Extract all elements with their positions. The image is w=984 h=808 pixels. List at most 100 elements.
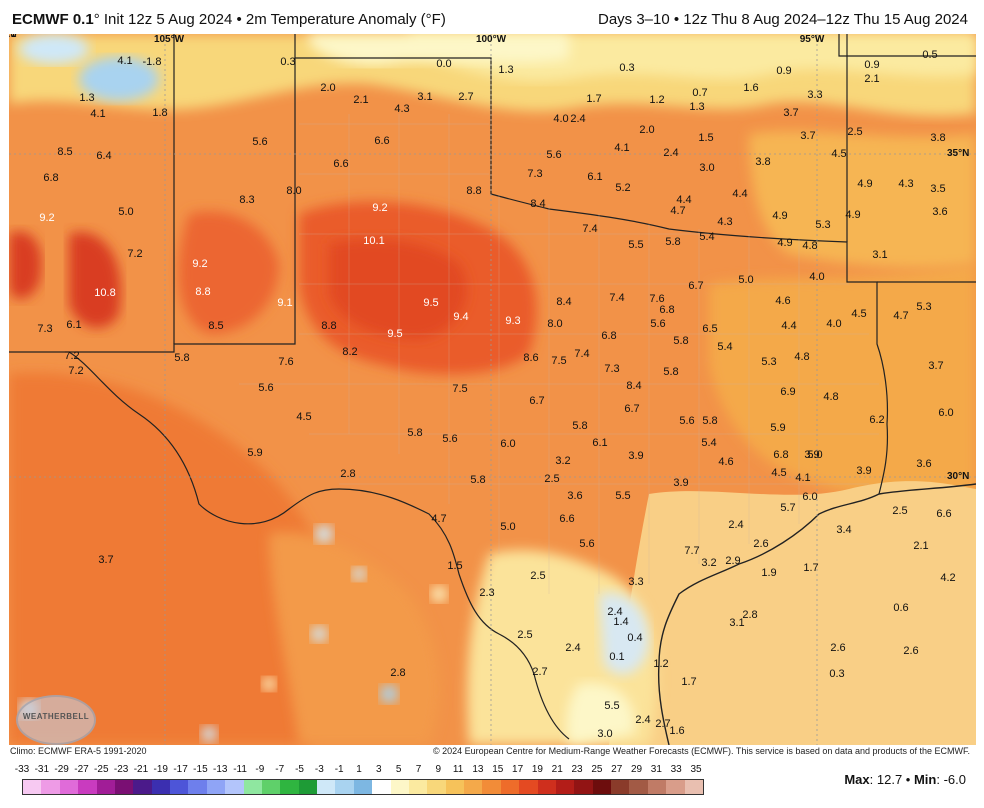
- anomaly-value-label: 9.5: [423, 297, 439, 309]
- anomaly-value-label: 5.6: [650, 318, 666, 330]
- anomaly-value-label: 6.6: [559, 513, 575, 525]
- anomaly-value-label: 6.1: [66, 319, 82, 331]
- scale-swatch: [170, 780, 189, 794]
- anomaly-value-label: 3.7: [783, 107, 799, 119]
- anomaly-value-label: 5.0: [738, 274, 754, 286]
- anomaly-value-label: 6.0: [500, 438, 516, 450]
- anomaly-value-label: 4.4: [676, 194, 692, 206]
- scale-swatch: [555, 780, 575, 794]
- anomaly-value-label: 1.7: [803, 562, 819, 574]
- latitude-label: 35°N: [947, 148, 970, 159]
- anomaly-value-label: 4.4: [732, 188, 748, 200]
- anomaly-value-label: 2.4: [728, 519, 744, 531]
- anomaly-value-label: 2.4: [570, 113, 586, 125]
- anomaly-value-label: 5.5: [604, 700, 620, 712]
- anomaly-value-label: 0.3: [280, 56, 296, 68]
- scale-swatch: [335, 780, 354, 794]
- anomaly-value-label: 1.4: [613, 616, 629, 628]
- anomaly-value-label: 3.9: [804, 449, 820, 461]
- scale-swatch: [206, 780, 226, 794]
- anomaly-value-label: 4.9: [857, 178, 873, 190]
- anomaly-value-label: 5.8: [174, 352, 190, 364]
- scale-swatch: [629, 780, 648, 794]
- anomaly-value-label: 9.2: [192, 258, 208, 270]
- anomaly-value-label: 7.5: [452, 383, 468, 395]
- anomaly-value-label: 6.8: [43, 172, 59, 184]
- scale-tick-label: -9: [255, 764, 265, 775]
- anomaly-value-label: 1.8: [152, 107, 168, 119]
- anomaly-value-label: 8.8: [321, 320, 337, 332]
- anomaly-value-label: 3.9: [856, 465, 872, 477]
- anomaly-value-label: 5.6: [252, 136, 268, 148]
- title-rest: ° Init 12z 5 Aug 2024 • 2m Temperature A…: [93, 11, 446, 28]
- scale-tick-label: -27: [74, 764, 89, 775]
- anomaly-value-label: 0.6: [893, 602, 909, 614]
- anomaly-value-label: 5.6: [442, 433, 458, 445]
- scale-swatch: [427, 780, 446, 794]
- scale-swatch: [647, 780, 667, 794]
- anomaly-value-label: 7.2: [68, 365, 84, 377]
- anomaly-value-label: 7.3: [604, 363, 620, 375]
- anomaly-value-label: 6.8: [659, 304, 675, 316]
- scale-swatch: [188, 780, 207, 794]
- anomaly-value-label: 4.6: [718, 456, 734, 468]
- anomaly-value-label: 4.8: [802, 240, 818, 252]
- anomaly-value-label: 4.1: [795, 472, 811, 484]
- scale-tick-label: 21: [551, 764, 563, 775]
- anomaly-value-label: 3.6: [932, 206, 948, 218]
- anomaly-value-label: 8.5: [57, 146, 73, 158]
- anomaly-value-label: 8.0: [547, 318, 563, 330]
- color-scale: -33 -31 -29 -27 -25 -23 -21 -19 -17 -15 -13 -11 -9 -7…: [14, 764, 704, 796]
- anomaly-value-label: 5.7: [780, 502, 796, 514]
- scale-swatch: [96, 780, 115, 794]
- anomaly-value-label: 0.4: [627, 632, 643, 644]
- anomaly-value-label: 1.5: [698, 132, 714, 144]
- anomaly-value-label: 9.4: [453, 311, 469, 323]
- anomaly-value-label: 0.9: [864, 59, 880, 71]
- scale-tick-label: 7: [415, 764, 422, 775]
- anomaly-value-label: 2.5: [892, 505, 908, 517]
- anomaly-value-label: 3.1: [417, 91, 433, 103]
- anomaly-value-label: 6.0: [802, 491, 818, 503]
- anomaly-value-label: 3.7: [98, 554, 114, 566]
- max-value: 12.7: [876, 772, 903, 787]
- anomaly-value-label: 2.8: [390, 667, 406, 679]
- anomaly-value-label: 0.7: [692, 87, 708, 99]
- anomaly-value-label: 4.3: [898, 178, 914, 190]
- scale-tick-label: -13: [213, 764, 228, 775]
- anomaly-value-label: 4.8: [794, 351, 810, 363]
- anomaly-value-label: 3.6: [916, 458, 932, 470]
- anomaly-value-label: 2.5: [847, 126, 863, 138]
- scale-swatch: [225, 780, 244, 794]
- scale-tick-label: -23: [113, 764, 129, 775]
- scale-swatch: [41, 780, 60, 794]
- anomaly-value-label: 6.7: [688, 280, 704, 292]
- anomaly-value-label: 7.6: [649, 293, 665, 305]
- anomaly-value-label: 5.0: [500, 521, 516, 533]
- anomaly-value-label: 3.9: [628, 450, 644, 462]
- anomaly-value-label: 6.6: [333, 158, 349, 170]
- anomaly-value-label: 2.7: [532, 666, 548, 678]
- scale-swatch: [243, 780, 262, 794]
- anomaly-value-label: 4.2: [940, 572, 956, 584]
- anomaly-value-label: -1.8: [142, 56, 162, 68]
- anomaly-value-label: 2.5: [530, 570, 546, 582]
- anomaly-value-label: 5.8: [470, 474, 486, 486]
- anomaly-value-label: 4.1: [90, 108, 106, 120]
- scale-tick-label: 1: [356, 764, 362, 775]
- map-title: ECMWF 0.1° Init 12z 5 Aug 2024 • 2m Temp…: [12, 11, 446, 28]
- anomaly-value-label: 6.6: [374, 135, 390, 147]
- scale-ticks: -33 -31 -29 -27 -25 -23 -21 -19 -17 -15 -13 -11 -9 -7…: [14, 764, 704, 778]
- scale-tick-label: 15: [492, 764, 504, 775]
- scale-swatch: [23, 780, 42, 794]
- anomaly-value-label: 6.4: [96, 150, 112, 162]
- anomaly-value-label: 2.8: [742, 609, 758, 621]
- anomaly-value-label: 4.1: [614, 142, 630, 154]
- anomaly-value-label: 6.0: [938, 407, 954, 419]
- scale-tick-label: -31: [34, 764, 50, 775]
- anomaly-value-label: 10.8: [94, 287, 116, 299]
- anomaly-value-label: 5.4: [717, 341, 733, 353]
- scale-tick-label: 3: [376, 764, 382, 775]
- scale-bar: [22, 779, 704, 795]
- anomaly-value-label: 2.8: [340, 468, 356, 480]
